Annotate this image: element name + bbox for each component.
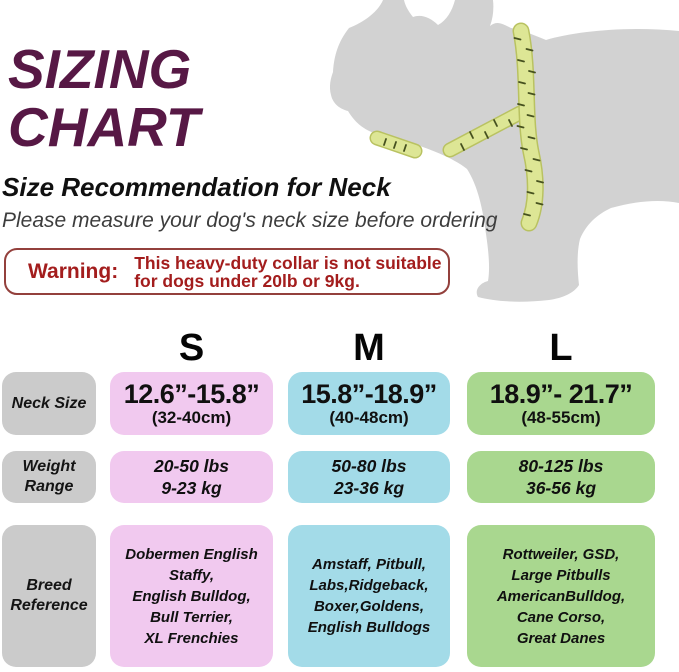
neck-range-m: 15.8”-18.9”	[301, 378, 437, 409]
neck-cm-s: (32-40cm)	[151, 407, 232, 427]
row-label-weight-range: Weight Range	[2, 451, 96, 503]
neck-size-cell-l: 18.9”- 21.7” (48-55cm)	[467, 372, 655, 435]
page-title-line2: CHART	[8, 96, 200, 158]
weight-kg-m: 23-36 kg	[333, 478, 405, 498]
warning-message-line1: This heavy-duty collar is not suitable	[134, 252, 442, 273]
dog-silhouette	[330, 0, 679, 302]
weight-lbs-s: 20-50 lbs	[154, 456, 229, 476]
warning-box: Warning: This heavy-duty collar is not s…	[4, 248, 450, 295]
row-label-neck-size: Neck Size	[2, 372, 96, 435]
weight-range-cell-l: 80-125 lbs 36-56 kg	[467, 451, 655, 503]
warning-message-line2: for dogs under 20lb or 9kg.	[134, 270, 360, 291]
breed-reference-cell-s: Dobermen English Staffy, English Bulldog…	[110, 525, 273, 667]
size-column-header-l: L	[549, 326, 573, 369]
dog-silhouette-graphic	[330, 0, 679, 302]
warning-label: Warning:	[28, 259, 119, 283]
warning-message: This heavy-duty collar is not suitable f…	[134, 254, 441, 290]
measure-instruction-text: Please measure your dog's neck size befo…	[2, 209, 498, 232]
weight-range-cell-m: 50-80 lbs 23-36 kg	[288, 451, 450, 503]
tape-tick-marks	[383, 37, 544, 217]
row-label-breed-reference: Breed Reference	[2, 525, 96, 667]
neck-size-cell-s: 12.6”-15.8” (32-40cm)	[110, 372, 273, 435]
weight-lbs-l: 80-125 lbs	[518, 456, 604, 476]
subtitle-neck-recommendation: Size Recommendation for Neck	[2, 172, 391, 202]
measuring-tape-graphic	[369, 22, 544, 232]
neck-size-cell-m: 15.8”-18.9” (40-48cm)	[288, 372, 450, 435]
size-column-header-m: M	[353, 326, 385, 369]
weight-kg-s: 9-23 kg	[161, 478, 222, 498]
weight-range-cell-s: 20-50 lbs 9-23 kg	[110, 451, 273, 503]
breed-reference-cell-m: Amstaff, Pitbull, Labs,Ridgeback, Boxer,…	[288, 525, 450, 667]
page-title: SIZING CHART	[8, 40, 199, 156]
neck-cm-l: (48-55cm)	[521, 407, 601, 427]
breed-reference-cell-l: Rottweiler, GSD, Large Pitbulls American…	[467, 525, 655, 667]
weight-lbs-m: 50-80 lbs	[331, 456, 407, 476]
neck-range-l: 18.9”- 21.7”	[489, 378, 633, 409]
page-title-line1: SIZING	[8, 38, 192, 100]
weight-kg-l: 36-56 kg	[525, 478, 597, 498]
size-column-header-s: S	[178, 326, 205, 369]
neck-range-s: 12.6”-15.8”	[123, 378, 260, 409]
neck-cm-m: (40-48cm)	[329, 407, 409, 427]
